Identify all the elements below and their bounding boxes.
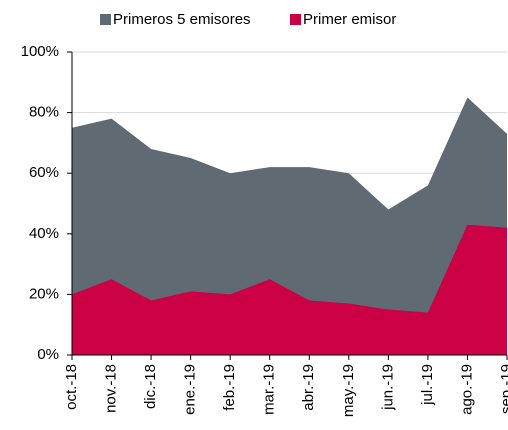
y-tick-label: 80% bbox=[29, 104, 59, 121]
y-tick-label: 100% bbox=[21, 43, 59, 60]
y-tick-label: 40% bbox=[29, 225, 59, 242]
area bbox=[72, 97, 507, 355]
x-tick-label: nov.-18 bbox=[103, 364, 120, 413]
x-tick-label: dic.-18 bbox=[142, 364, 159, 409]
legend-label: Primeros 5 emisores bbox=[113, 11, 251, 28]
legend-swatch bbox=[100, 14, 111, 25]
x-tick-label: jul.-19 bbox=[419, 364, 436, 406]
y-tick-label: 60% bbox=[29, 164, 59, 181]
x-tick-label: ago.-19 bbox=[458, 364, 475, 415]
y-tick-label: 0% bbox=[37, 346, 59, 363]
y-tick-label: 20% bbox=[29, 285, 59, 302]
x-tick-label: sep.-19 bbox=[498, 364, 508, 414]
x-tick-label: jun.-19 bbox=[379, 364, 396, 411]
x-tick-label: mar.-19 bbox=[261, 364, 278, 415]
x-tick-label: feb.-19 bbox=[221, 364, 238, 411]
legend-swatch bbox=[290, 14, 301, 25]
area bbox=[72, 224, 507, 355]
x-tick-label: oct.-18 bbox=[63, 364, 80, 410]
x-tick-label: ene.-19 bbox=[182, 364, 199, 415]
x-tick-label: may.-19 bbox=[340, 364, 357, 417]
legend-label: Primer emisor bbox=[303, 11, 396, 28]
x-tick-label: abr.-19 bbox=[300, 364, 317, 411]
